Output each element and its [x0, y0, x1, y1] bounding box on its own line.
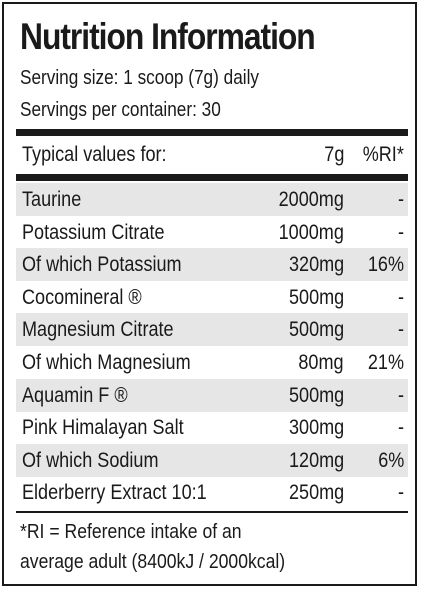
nutrient-name: Of which Magnesium [22, 351, 191, 374]
nutrient-ri: - [397, 416, 404, 440]
nutrient-name: Cocomineral ® [22, 285, 142, 309]
nutrient-amount: 300mg [288, 416, 344, 440]
table-row: Cocomineral ® 500mg - [16, 281, 408, 314]
nutrient-name: Aquamin F ® [22, 383, 128, 407]
table-row: Of which Magnesium 80mg 21% [16, 346, 408, 379]
table-row: Of which Potassium 320mg 16% [16, 248, 408, 282]
nutrient-ri: - [397, 383, 404, 407]
header-name: Typical values for: [22, 143, 167, 166]
nutrient-name: Magnesium Citrate [22, 318, 174, 342]
nutrient-ri: 21% [367, 351, 404, 374]
nutrient-name: Taurine [22, 188, 82, 211]
header-amount: 7g [323, 143, 344, 166]
nutrition-label: Nutrition Information Serving size: 1 sc… [2, 2, 417, 586]
header-row: Typical values for: 7g %RI* [16, 138, 408, 171]
header-ri: %RI* [362, 143, 404, 166]
bottom-divider [16, 511, 408, 513]
nutrient-ri: - [397, 481, 404, 505]
nutrient-ri: - [397, 220, 404, 244]
nutrient-amount: 250mg [288, 481, 344, 505]
nutrient-amount: 500mg [288, 383, 344, 407]
servings-per-container: Servings per container: 30 [20, 99, 221, 121]
serving-size: Serving size: 1 scoop (7g) daily [20, 67, 260, 89]
nutrient-amount: 80mg [298, 351, 344, 374]
nutrient-amount: 1000mg [278, 220, 344, 244]
nutrient-amount: 320mg [288, 253, 344, 277]
nutrient-amount: 2000mg [278, 188, 344, 211]
nutrient-amount: 120mg [288, 448, 344, 472]
table-row: Aquamin F ® 500mg - [16, 378, 408, 412]
table-row: Taurine 2000mg - [16, 183, 408, 216]
nutrient-ri: 6% [377, 448, 404, 472]
nutrient-ri: - [397, 318, 404, 342]
footnote-line-1: *RI = Reference intake of an [20, 521, 242, 543]
nutrient-name: Of which Sodium [22, 448, 159, 472]
footnote-line-2: average adult (8400kJ / 2000kcal) [20, 551, 286, 573]
nutrient-name: Pink Himalayan Salt [22, 416, 184, 440]
nutrient-ri: 16% [367, 253, 404, 277]
nutrient-name: Of which Potassium [22, 253, 182, 277]
table-row: Elderberry Extract 10:1 250mg - [16, 476, 408, 509]
nutrient-name: Elderberry Extract 10:1 [22, 481, 207, 505]
thick-divider-top [16, 129, 408, 136]
table-row: Potassium Citrate 1000mg - [16, 216, 408, 249]
nutrient-amount: 500mg [288, 285, 344, 309]
thick-divider-middle [16, 174, 408, 181]
table-row: Of which Sodium 120mg 6% [16, 443, 408, 477]
nutrient-ri: - [397, 188, 404, 211]
label-title: Nutrition Information [20, 16, 316, 57]
table-row: Magnesium Citrate 500mg - [16, 313, 408, 347]
nutrient-amount: 500mg [288, 318, 344, 342]
nutrient-ri: - [397, 285, 404, 309]
nutrient-name: Potassium Citrate [22, 220, 165, 244]
table-row: Pink Himalayan Salt 300mg - [16, 411, 408, 444]
